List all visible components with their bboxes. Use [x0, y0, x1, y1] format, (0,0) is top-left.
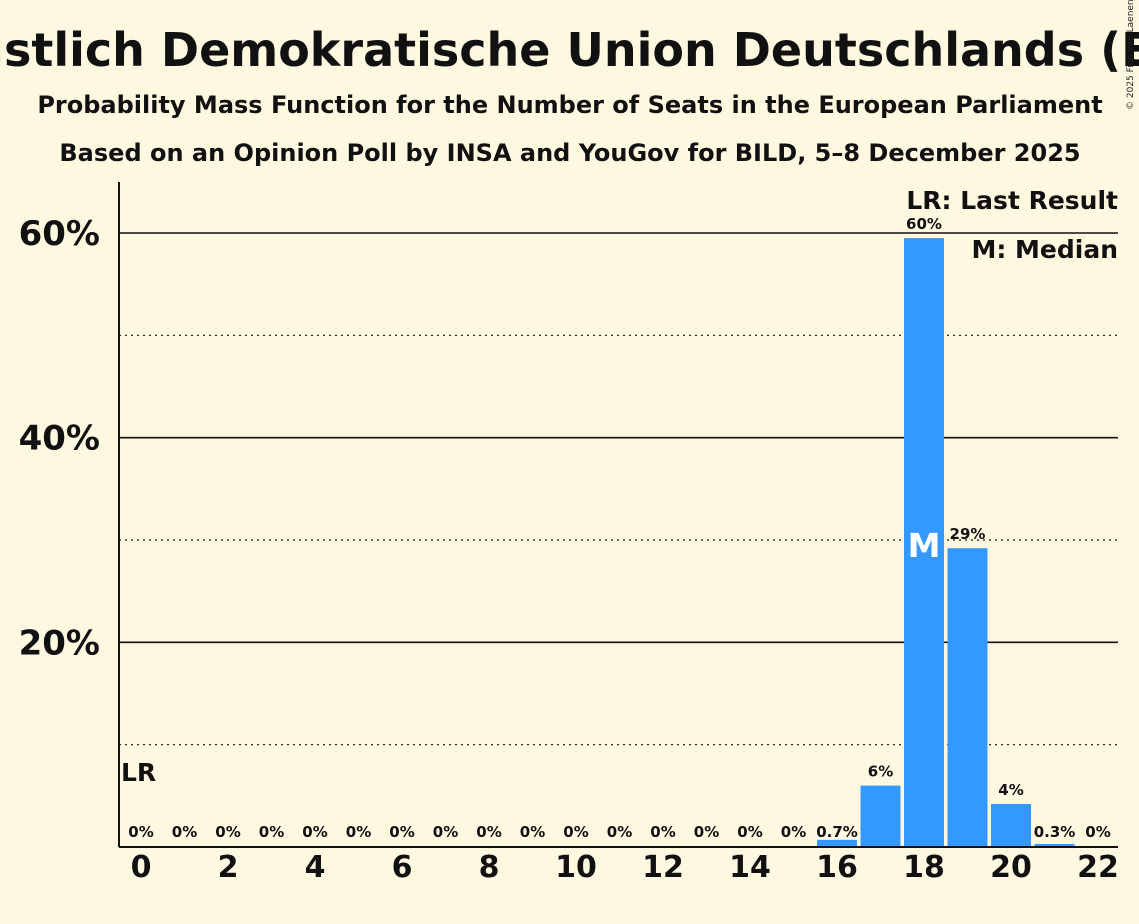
data-label: 0%	[433, 823, 458, 841]
x-tick-label: 18	[903, 850, 945, 885]
data-label: 0%	[520, 823, 545, 841]
data-label: 6%	[868, 763, 893, 781]
bar	[817, 839, 857, 847]
x-tick-label: 8	[479, 850, 500, 885]
data-label: 0%	[215, 823, 240, 841]
data-label: 0%	[389, 823, 414, 841]
legend-last-result: LR: Last Result	[906, 186, 1118, 215]
x-tick-label: 16	[816, 850, 858, 885]
x-tick-label: 2	[218, 850, 239, 885]
data-label: 0%	[737, 823, 762, 841]
data-label: 0%	[172, 823, 197, 841]
x-tick-label: 0	[131, 850, 152, 885]
x-tick-label: 22	[1077, 850, 1119, 885]
x-tick-label: 4	[305, 850, 326, 885]
data-label: 0%	[1085, 823, 1110, 841]
data-label: 0%	[476, 823, 501, 841]
data-label: 0%	[781, 823, 806, 841]
data-label: 0%	[607, 823, 632, 841]
data-label: 0%	[694, 823, 719, 841]
data-label: 0%	[302, 823, 327, 841]
data-label: 0%	[259, 823, 284, 841]
copyright-text: © 2025 Filip van Laenen	[1126, 0, 1136, 110]
x-tick-label: 14	[729, 850, 771, 885]
data-label: 0%	[128, 823, 153, 841]
bar	[947, 548, 988, 847]
data-label: 29%	[950, 525, 986, 543]
data-label: 60%	[906, 215, 942, 233]
data-label: 0.7%	[816, 823, 858, 841]
x-tick-label: 10	[555, 850, 597, 885]
data-label: 0%	[650, 823, 675, 841]
x-tick-label: 20	[990, 850, 1032, 885]
data-label: 0.3%	[1034, 823, 1076, 841]
bar	[860, 785, 901, 847]
data-label: 0%	[346, 823, 371, 841]
last-result-marker: LR	[121, 758, 156, 787]
median-marker: M	[908, 526, 941, 565]
x-tick-label: 6	[392, 850, 413, 885]
y-tick-label: 40%	[19, 419, 100, 459]
bar	[991, 804, 1031, 847]
chart-title: Christlich Demokratische Union Deutschla…	[0, 23, 1139, 77]
bars	[817, 238, 1075, 847]
data-labels: 0% 0% 0% 0% 0% 0% 0% 0% 0% 0% 0% 0% 0% 0% 0% 0% 0.7% 6% 60…	[128, 215, 1110, 841]
data-label: 4%	[998, 781, 1023, 799]
data-label: 0%	[563, 823, 588, 841]
x-axis: 0 2 4 6 8 10 12 14 16 18 20 22	[119, 846, 1119, 885]
y-axis: 20% 40% 60%	[19, 182, 120, 847]
legend-median: M: Median	[971, 235, 1118, 264]
chart-subtitle-1: Probability Mass Function for the Number…	[37, 91, 1102, 119]
y-tick-label: 20%	[19, 623, 100, 663]
x-tick-label: 12	[642, 850, 684, 885]
chart-subtitle-2: Based on an Opinion Poll by INSA and You…	[59, 139, 1080, 167]
bar	[904, 238, 944, 847]
bar	[1034, 843, 1075, 847]
y-tick-label: 60%	[19, 214, 100, 254]
